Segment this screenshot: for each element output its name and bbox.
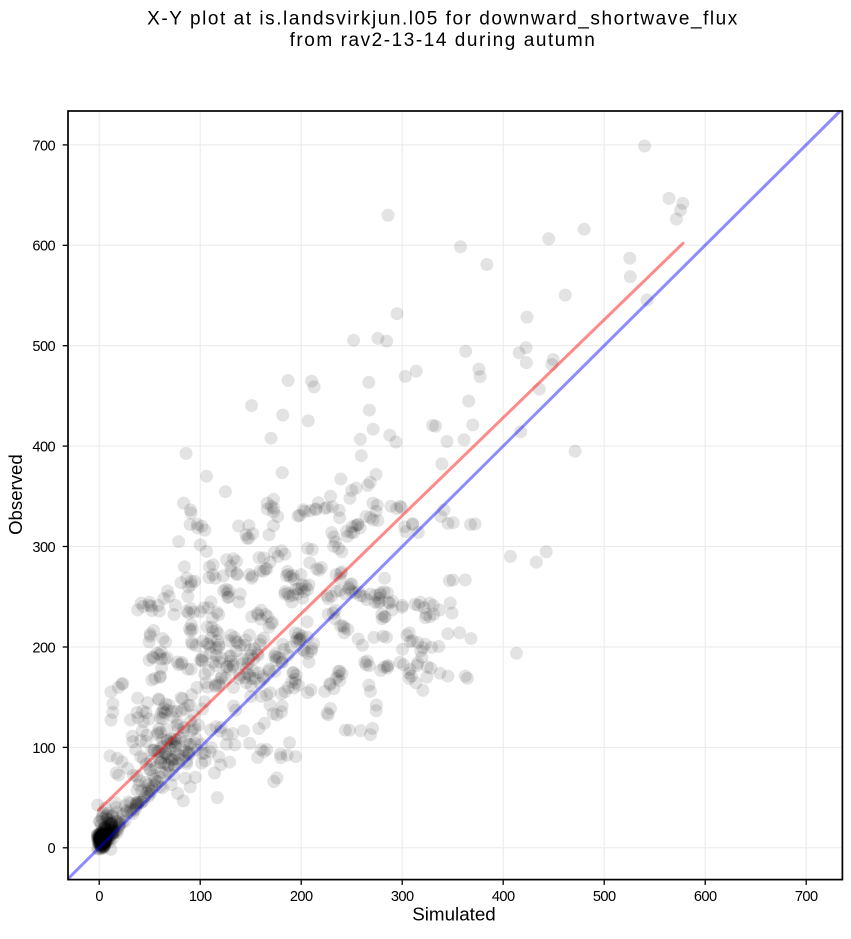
svg-text:400: 400: [492, 889, 515, 905]
svg-text:0: 0: [48, 841, 56, 857]
svg-text:600: 600: [32, 239, 55, 255]
svg-text:200: 200: [290, 889, 313, 905]
svg-text:700: 700: [795, 889, 818, 905]
svg-text:700: 700: [32, 138, 55, 154]
svg-text:Simulated: Simulated: [412, 903, 496, 924]
svg-text:300: 300: [32, 540, 55, 556]
svg-text:100: 100: [32, 741, 55, 757]
svg-text:300: 300: [391, 889, 414, 905]
svg-text:200: 200: [32, 640, 55, 656]
svg-text:600: 600: [694, 889, 717, 905]
svg-text:500: 500: [32, 339, 55, 355]
svg-text:100: 100: [189, 889, 212, 905]
svg-text:from rav2-13-14 during autumn: from rav2-13-14 during autumn: [290, 30, 597, 51]
svg-text:X-Y plot at is.landsvirkjun.l0: X-Y plot at is.landsvirkjun.l05 for down…: [147, 9, 739, 30]
svg-text:Observed: Observed: [5, 454, 26, 535]
svg-text:0: 0: [95, 889, 103, 905]
svg-text:500: 500: [593, 889, 616, 905]
svg-text:400: 400: [32, 440, 55, 456]
